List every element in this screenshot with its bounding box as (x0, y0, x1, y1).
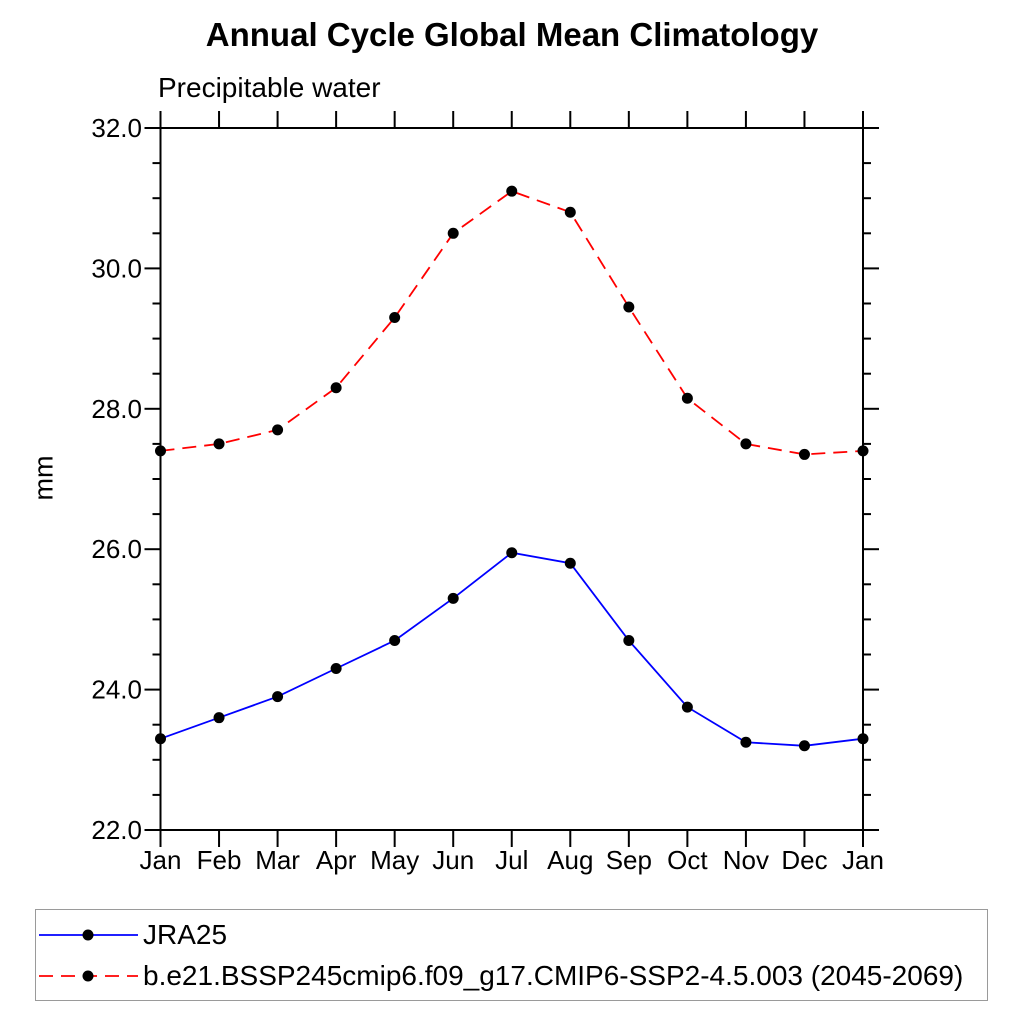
data-point-marker-0 (798, 740, 810, 752)
legend-line-sample (39, 929, 138, 941)
data-point-marker-1 (798, 448, 810, 460)
data-point-marker-1 (681, 392, 693, 404)
data-point-marker-0 (389, 634, 401, 646)
y-tick-label: 32.0 (91, 113, 142, 143)
data-point-marker-0 (564, 557, 576, 569)
x-tick-label: Jan (842, 845, 884, 875)
chart-title: Annual Cycle Global Mean Climatology (205, 16, 819, 53)
data-point-marker-1 (447, 227, 459, 239)
data-point-marker-1 (330, 382, 342, 394)
legend-item-0: JRA25 (36, 918, 227, 952)
data-point-marker-1 (389, 312, 401, 324)
data-point-marker-0 (213, 712, 225, 724)
x-tick-label: Apr (316, 845, 357, 875)
legend-marker-icon (82, 970, 94, 982)
data-point-marker-0 (506, 547, 518, 559)
plot-frame (159, 127, 864, 831)
y-tick-label: 24.0 (91, 675, 142, 705)
data-point-marker-0 (740, 736, 752, 748)
data-point-marker-1 (857, 445, 869, 457)
data-point-marker-0 (155, 733, 166, 745)
x-tick-label: Feb (197, 845, 242, 875)
legend-box: JRA25 b.e21.BSSP245cmip6.f09_g17.CMIP6-SS… (35, 909, 988, 1001)
legend-marker-icon (82, 929, 94, 941)
legend-label: b.e21.BSSP245cmip6.f09_g17.CMIP6-SSP2-4.… (143, 960, 964, 991)
x-tick-label: Jan (140, 845, 182, 875)
legend-line-sample (39, 970, 138, 982)
legend-label: JRA25 (143, 919, 228, 950)
series-line-1 (160, 190, 864, 456)
data-point-marker-0 (681, 701, 693, 713)
x-tick-label: Jul (495, 845, 528, 875)
data-point-marker-0 (623, 634, 635, 646)
y-tick-label: 22.0 (91, 815, 142, 845)
x-tick-label: Dec (781, 845, 827, 875)
y-tick-label: 28.0 (91, 394, 142, 424)
x-tick-label: Jun (432, 845, 474, 875)
data-point-marker-1 (564, 206, 576, 218)
x-tick-label: Oct (667, 845, 708, 875)
data-point-marker-1 (272, 424, 284, 436)
data-point-marker-1 (506, 185, 518, 197)
x-tick-label: Mar (255, 845, 300, 875)
chart-subtitle: Precipitable water (158, 72, 381, 103)
data-point-marker-1 (155, 445, 166, 457)
data-point-marker-0 (447, 592, 459, 604)
data-point-marker-1 (213, 438, 225, 450)
data-point-marker-0 (272, 691, 284, 703)
series-line-0 (160, 551, 864, 747)
data-point-marker-1 (740, 438, 752, 450)
x-tick-label: Nov (723, 845, 769, 875)
x-tick-label: May (370, 845, 419, 875)
data-point-marker-1 (623, 301, 635, 313)
y-tick-label: 30.0 (91, 253, 142, 283)
data-point-marker-0 (330, 663, 342, 675)
legend-item-1: b.e21.BSSP245cmip6.f09_g17.CMIP6-SSP2-4.… (36, 959, 963, 993)
y-tick-label: 26.0 (91, 534, 142, 564)
x-tick-label: Sep (606, 845, 652, 875)
x-tick-label: Aug (547, 845, 593, 875)
data-point-marker-0 (857, 733, 869, 745)
